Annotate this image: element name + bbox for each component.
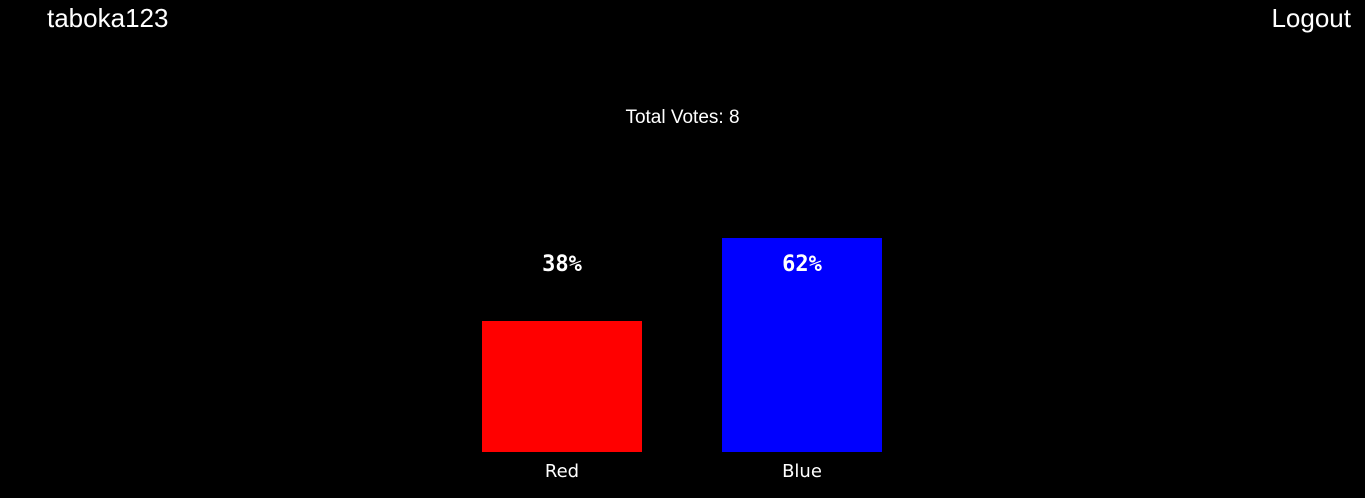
bar-label-blue: Blue xyxy=(782,461,822,482)
logout-link[interactable]: Logout xyxy=(1271,3,1351,33)
bar-blue[interactable] xyxy=(722,238,882,452)
bar-label-red: Red xyxy=(544,461,580,482)
bar-percent-red: 38% xyxy=(542,252,582,277)
bar-red[interactable] xyxy=(482,321,642,452)
username-label: taboka123 xyxy=(47,3,169,33)
total-votes-text: Total Votes: 8 xyxy=(625,107,740,128)
